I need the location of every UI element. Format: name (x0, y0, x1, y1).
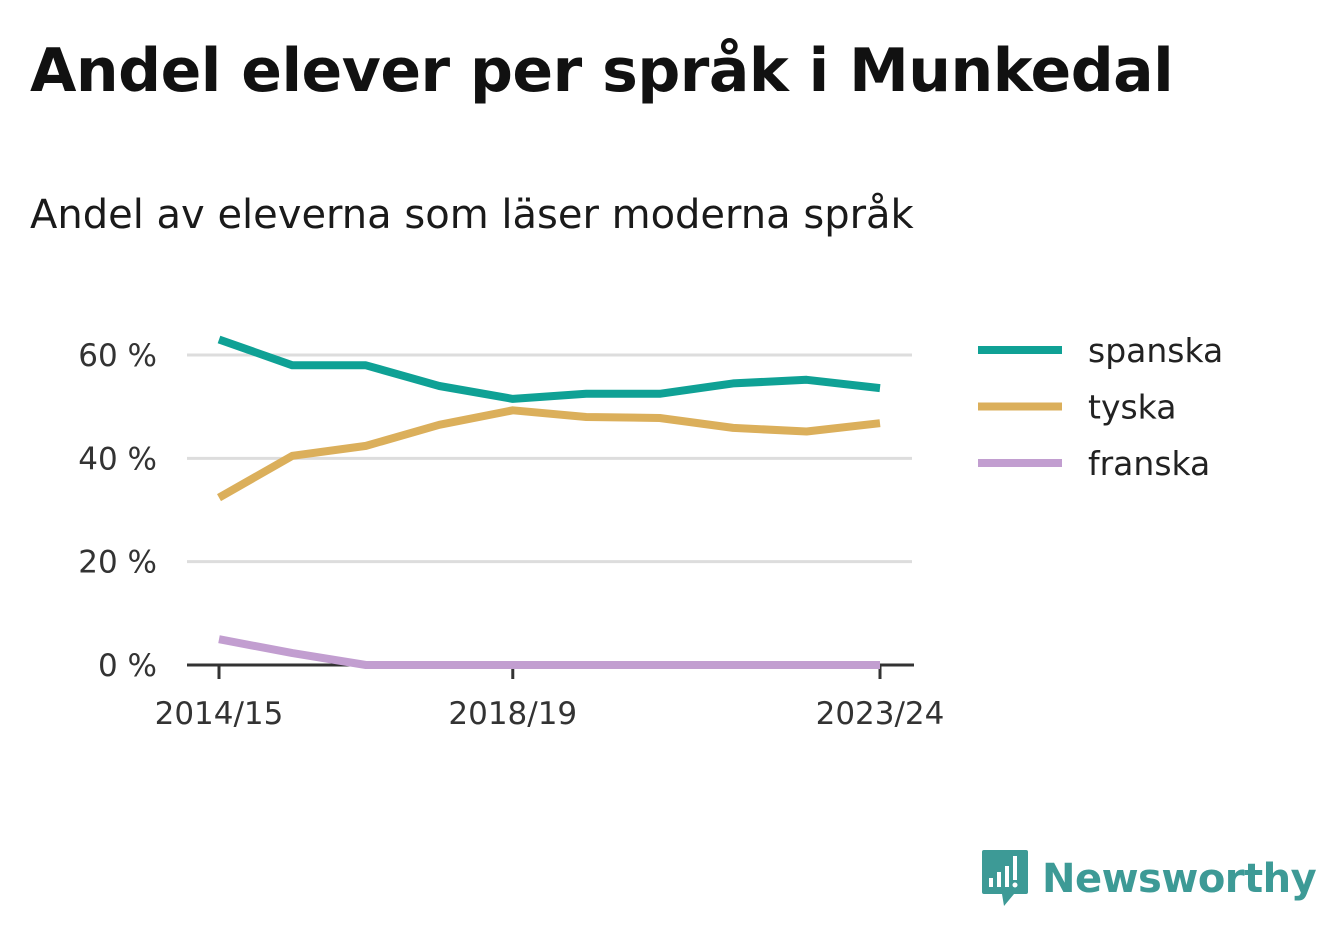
chart-subtitle: Andel av eleverna som läser moderna språ… (30, 192, 914, 238)
legend-label-tyska: tyska (1088, 388, 1176, 427)
series-lines (217, 335, 881, 669)
y-axis-ticks: 0 % 20 % 40 % 60 % (78, 338, 157, 684)
newsworthy-logo: Newsworthy (980, 848, 1317, 910)
chart-title: Andel elever per språk i Munkedal (30, 36, 1174, 106)
y-tick-label: 60 % (78, 338, 157, 374)
y-tick-label: 40 % (78, 441, 157, 477)
legend-label-franska: franska (1088, 444, 1210, 483)
newsworthy-logo-icon (982, 850, 1028, 906)
legend: spanska tyska franska (978, 331, 1223, 483)
series-line-tyska (217, 406, 881, 502)
y-tick-label: 0 % (98, 648, 157, 684)
y-tick-label: 20 % (78, 545, 157, 581)
brand-name: Newsworthy (1042, 856, 1317, 902)
x-tick-label: 2014/15 (155, 696, 284, 732)
x-tick-label: 2023/24 (816, 696, 945, 732)
series-line-franska (218, 635, 880, 669)
series-line-spanska (217, 335, 881, 403)
legend-label-spanska: spanska (1088, 331, 1223, 370)
x-axis: 2014/15 2018/19 2023/24 (155, 663, 945, 732)
grid-lines (187, 353, 912, 564)
x-tick-label: 2018/19 (448, 696, 577, 732)
